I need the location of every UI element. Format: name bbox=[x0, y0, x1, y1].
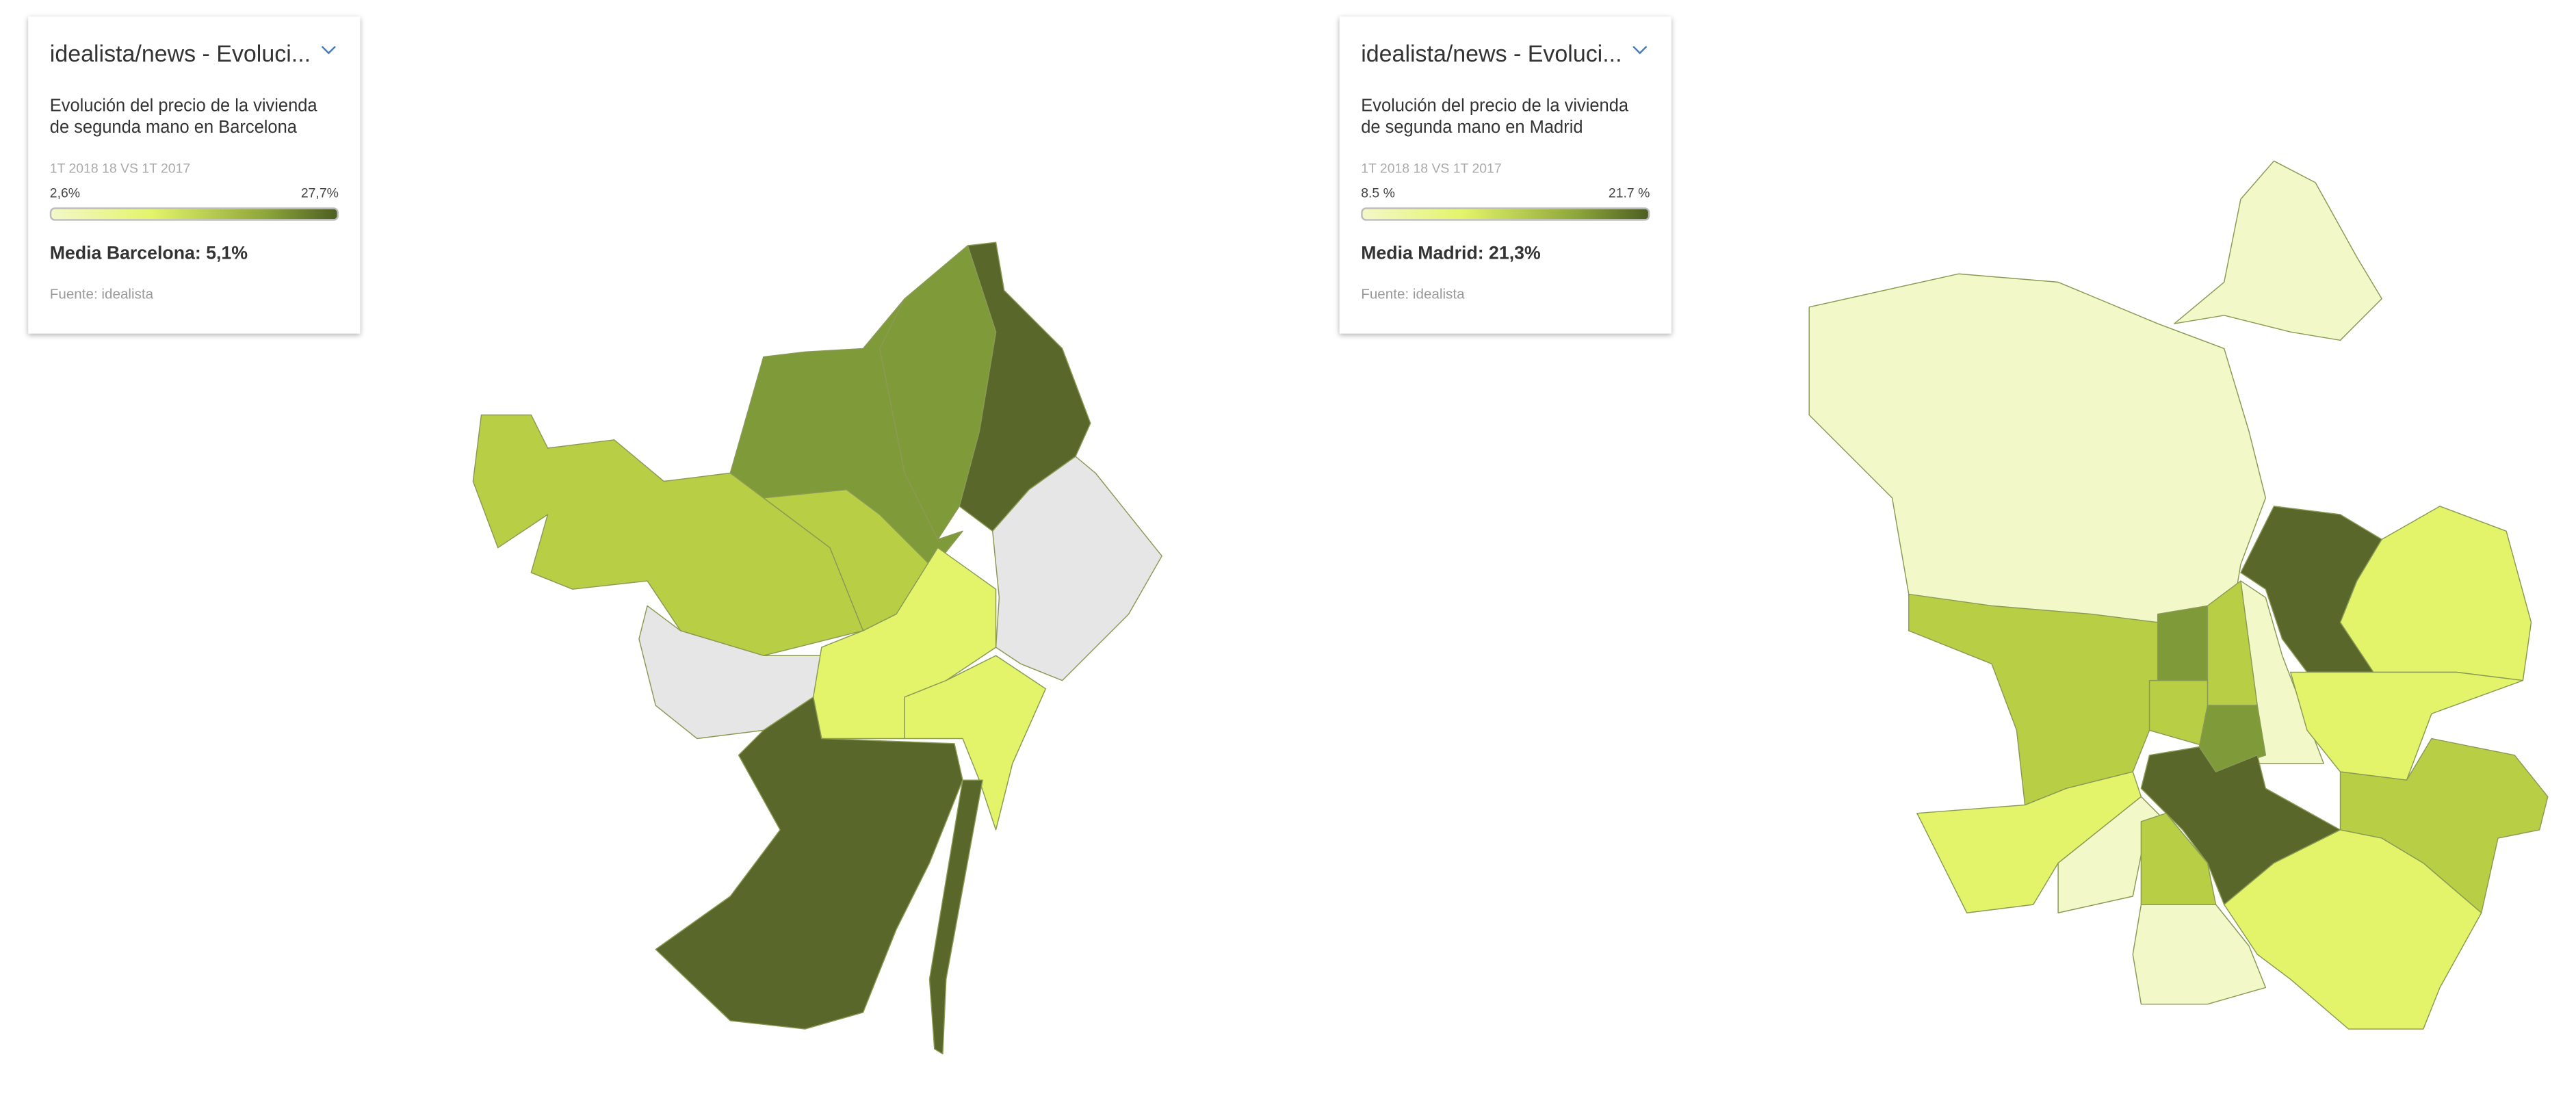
legend-max: 27,7% bbox=[300, 185, 339, 201]
district bbox=[2157, 605, 2209, 681]
dropdown-toggle[interactable] bbox=[320, 43, 337, 56]
widget-title: idealista/news - Evoluci... bbox=[1361, 40, 1622, 67]
district bbox=[991, 456, 1162, 681]
legend-card: idealista/news - Evoluci... Evolución del… bbox=[28, 16, 361, 334]
legend-gradient bbox=[49, 207, 339, 221]
legend-min: 8.5 % bbox=[1361, 185, 1395, 201]
source: Fuente: idealista bbox=[1361, 285, 1465, 302]
subtitle: Evolución del precio de la vivienda de s… bbox=[49, 96, 317, 138]
district bbox=[928, 779, 983, 1055]
subtitle: Evolución del precio de la vivienda de s… bbox=[1361, 96, 1629, 138]
district bbox=[2223, 829, 2482, 1030]
district bbox=[1808, 273, 2267, 623]
district bbox=[2148, 679, 2209, 748]
legend-min: 2,6% bbox=[49, 185, 81, 201]
district bbox=[472, 414, 864, 656]
legend-card: idealista/news - Evoluci... Evolución del… bbox=[1339, 16, 1671, 334]
period: 1T 2018 18 VS 1T 2017 bbox=[1361, 161, 1502, 177]
district bbox=[2290, 671, 2524, 781]
legend-max: 21.7 % bbox=[1608, 185, 1650, 201]
chevron[interactable] bbox=[321, 46, 336, 55]
source: Fuente: idealista bbox=[49, 285, 154, 302]
district bbox=[1908, 593, 2159, 806]
district bbox=[2132, 904, 2267, 1005]
barcelona-map bbox=[472, 242, 1162, 1055]
district bbox=[2140, 812, 2217, 905]
madrid-map bbox=[1808, 160, 2549, 1030]
legend-gradient bbox=[1361, 207, 1650, 221]
period: 1T 2018 18 VS 1T 2017 bbox=[49, 161, 191, 177]
dropdown-toggle[interactable] bbox=[1632, 43, 1648, 56]
district bbox=[904, 655, 1047, 831]
average: Media Madrid: 21,3% bbox=[1361, 244, 1541, 264]
widget-title: idealista/news - Evoluci... bbox=[49, 40, 311, 67]
chevron[interactable] bbox=[1632, 46, 1648, 55]
district bbox=[655, 696, 963, 1030]
district bbox=[2174, 160, 2382, 341]
average: Media Barcelona: 5,1% bbox=[49, 244, 248, 264]
